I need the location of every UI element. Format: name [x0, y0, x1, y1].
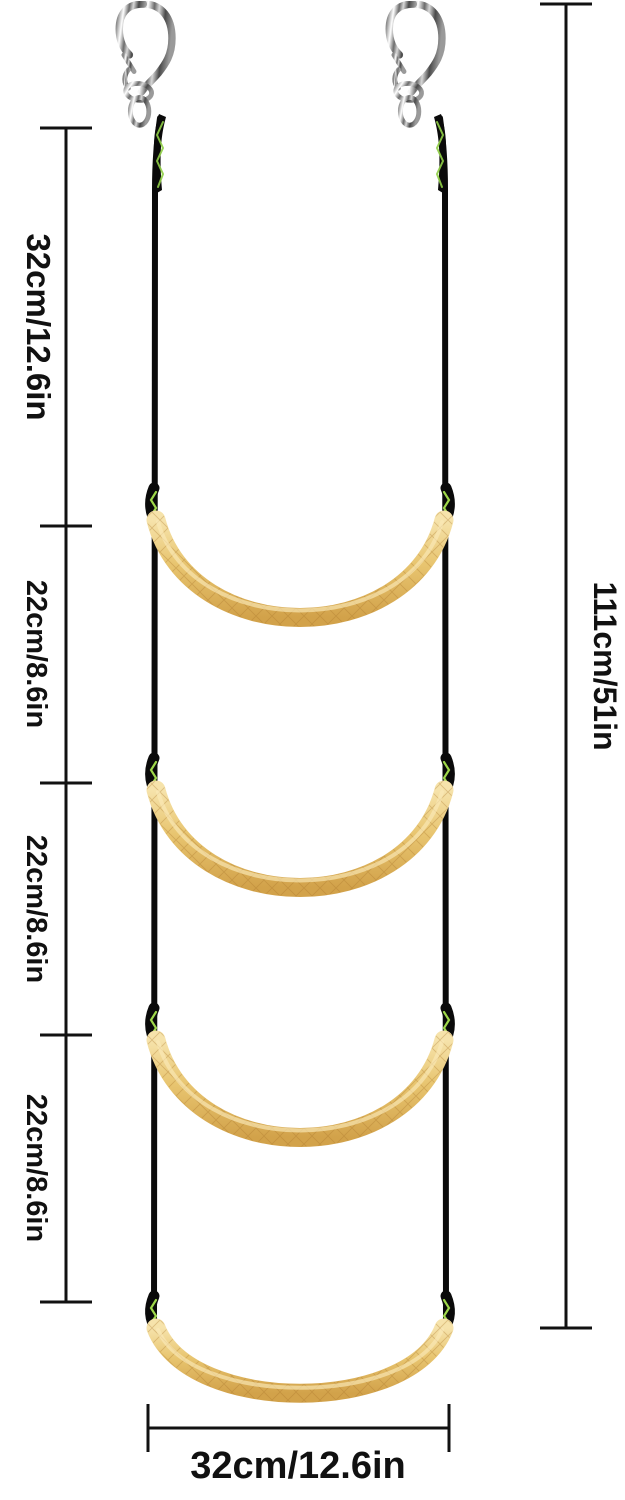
svg-text:22cm/8.6in: 22cm/8.6in [20, 835, 52, 983]
svg-text:32cm/12.6in: 32cm/12.6in [20, 233, 57, 420]
svg-text:111cm/51in: 111cm/51in [587, 581, 623, 750]
svg-text:22cm/8.6in: 22cm/8.6in [20, 1094, 52, 1242]
svg-text:22cm/8.6in: 22cm/8.6in [20, 580, 52, 728]
svg-text:32cm/12.6in: 32cm/12.6in [190, 1445, 405, 1487]
